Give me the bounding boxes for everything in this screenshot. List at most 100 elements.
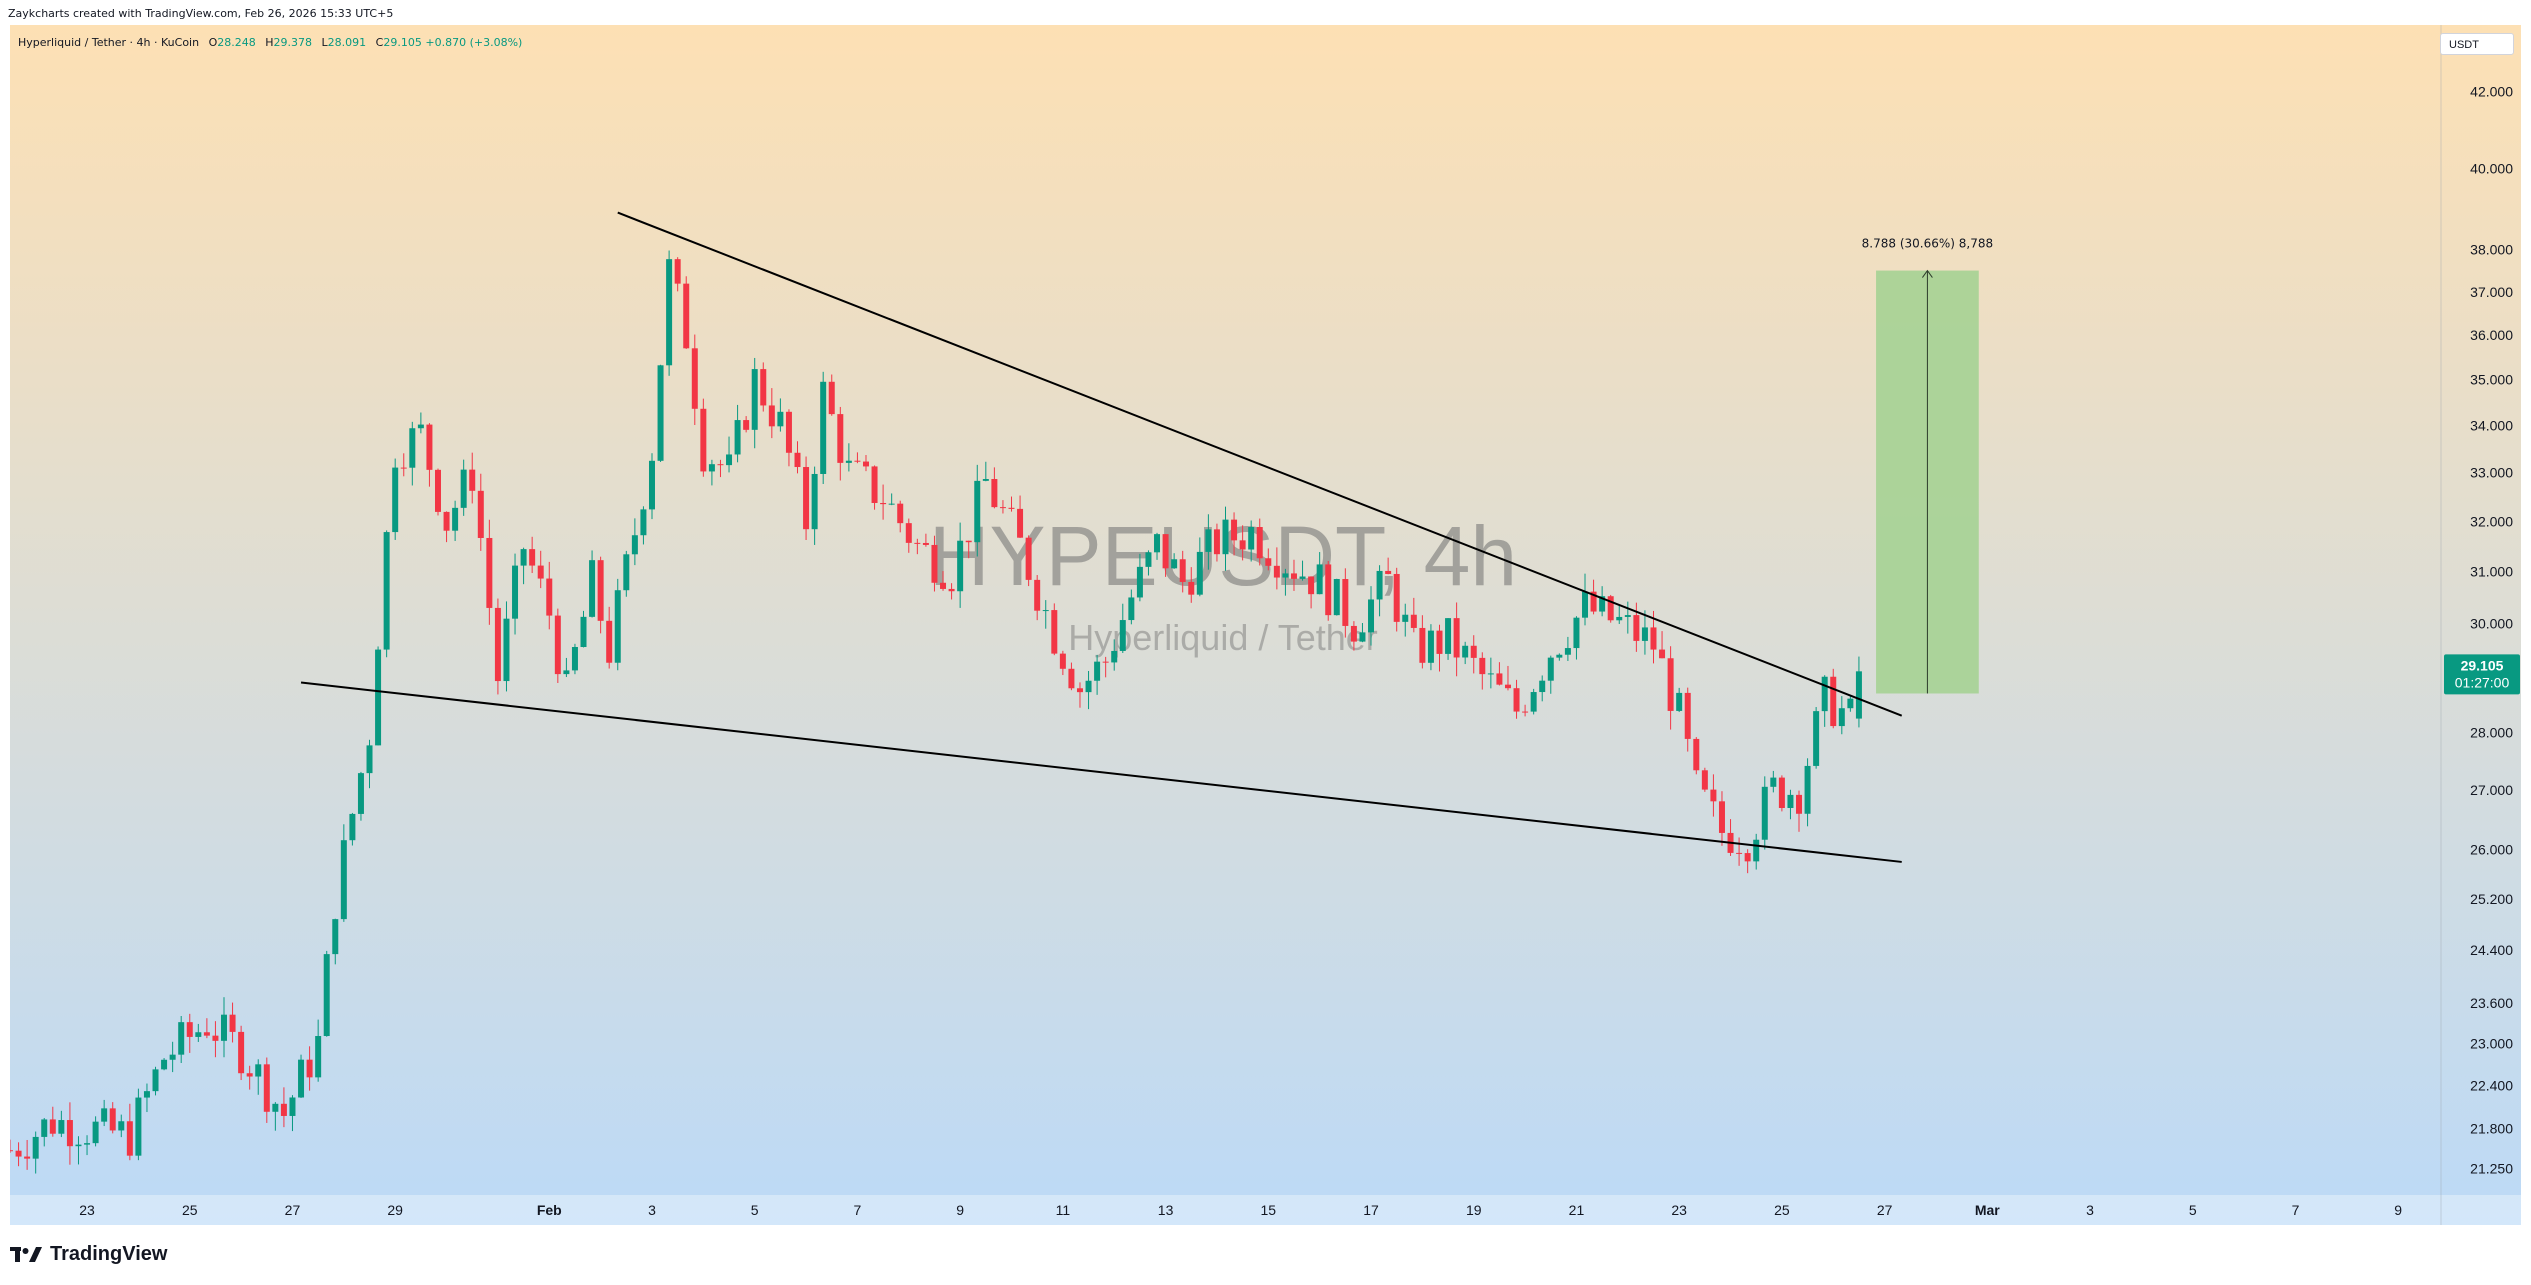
legend-change-value: +0.870 (+3.08%): [425, 36, 523, 49]
candle-down: [1102, 656, 1109, 678]
candle-down: [1744, 849, 1751, 874]
candle-body: [392, 467, 399, 533]
candle-down: [1385, 557, 1392, 575]
candle-down: [760, 362, 767, 412]
candle-body: [1804, 765, 1811, 814]
candle-up: [1821, 675, 1828, 727]
candle-down: [443, 511, 450, 543]
candle-up: [1616, 604, 1623, 624]
candle-up: [1128, 589, 1135, 625]
candle-body: [1402, 614, 1409, 622]
candle-up: [631, 518, 638, 566]
candle-up: [58, 1110, 65, 1138]
candle-up: [777, 398, 784, 432]
candle-down: [1410, 597, 1417, 633]
price-tick-label: 34.000: [2470, 418, 2513, 434]
price-tick-label: 33.000: [2470, 465, 2513, 481]
current-price-box: [2444, 654, 2520, 695]
attribution-text: Zaykcharts created with TradingView.com,…: [8, 7, 394, 20]
candle-up: [169, 1041, 176, 1073]
trendline-lower-support: [300, 681, 1902, 863]
candle-up: [614, 578, 621, 671]
candle-up: [1145, 550, 1152, 576]
candle-down: [862, 455, 869, 472]
candle-body: [674, 259, 681, 284]
candle-up: [1154, 532, 1161, 560]
candle-body: [1624, 615, 1631, 617]
candle-down: [1179, 550, 1186, 593]
candle-up: [1359, 623, 1366, 643]
candle-up: [1838, 696, 1845, 735]
candle-body: [1744, 853, 1751, 862]
chart-canvas[interactable]: HYPEUSDT, 4h Hyperliquid / Tether 8.788 …: [10, 25, 2521, 1225]
price-tick-label: 21.800: [2470, 1120, 2513, 1136]
candle-body: [238, 1031, 245, 1074]
candle-down: [948, 583, 955, 600]
time-tick-label: 11: [1056, 1202, 1071, 1218]
candle-down: [965, 540, 972, 559]
candle-down: [1076, 682, 1083, 708]
candle-body: [751, 369, 758, 430]
candle-body: [666, 259, 673, 366]
candle-body: [92, 1121, 99, 1144]
candle-up: [135, 1088, 142, 1161]
candle-body: [982, 479, 989, 481]
candle-body: [1693, 738, 1700, 771]
candle-body: [1342, 579, 1349, 626]
time-tick-label: 3: [2086, 1202, 2094, 1218]
candle-down: [434, 468, 441, 516]
candle-body: [708, 464, 715, 472]
candle-up: [92, 1116, 99, 1147]
candle-body: [1496, 673, 1503, 685]
candle-down: [871, 465, 878, 510]
candle-down: [1701, 767, 1708, 792]
candle-down: [1034, 575, 1041, 621]
candle-body: [820, 381, 827, 474]
time-tick-label: 25: [182, 1202, 198, 1218]
candle-up: [409, 421, 416, 486]
candle-down: [554, 608, 561, 683]
candle-down: [1231, 512, 1238, 556]
candle-down: [486, 519, 493, 625]
candle-down: [1453, 602, 1460, 677]
candle-down: [494, 598, 501, 695]
chart-pane[interactable]: HYPEUSDT, 4h Hyperliquid / Tether 8.788 …: [10, 25, 2521, 1225]
candle-body: [571, 647, 578, 671]
candle-body: [1539, 680, 1546, 693]
candle-body: [426, 424, 433, 470]
candle-body: [289, 1097, 296, 1116]
candle-body: [614, 590, 621, 663]
candle-body: [554, 615, 561, 675]
candle-body: [811, 473, 818, 530]
candle-up: [1316, 552, 1323, 595]
candle-body: [323, 954, 330, 1037]
candle-up: [332, 918, 339, 965]
candle-body: [888, 503, 895, 505]
candle-up: [357, 771, 364, 821]
candle-body: [537, 565, 544, 579]
candle-body: [606, 620, 613, 663]
candle-body: [1616, 616, 1623, 621]
candle-down: [1607, 594, 1614, 623]
currency-selector[interactable]: USDT: [2440, 33, 2514, 55]
candle-down: [1273, 547, 1280, 590]
tradingview-logo[interactable]: TradingView: [10, 1243, 167, 1266]
measure-arrow-head: [1922, 269, 1933, 278]
candle-body: [700, 408, 707, 472]
candle-up: [571, 643, 578, 675]
candle-up: [1556, 653, 1563, 661]
candle-body: [75, 1144, 82, 1147]
candle-up: [1402, 603, 1409, 637]
candle-body: [24, 1156, 31, 1159]
candle-up: [1547, 655, 1554, 694]
candle-body: [332, 919, 339, 955]
time-tick-label: 5: [2189, 1202, 2197, 1218]
candle-body: [49, 1119, 56, 1134]
candle-body: [1239, 540, 1246, 550]
candle-body: [589, 560, 596, 617]
candle-up: [1847, 695, 1854, 712]
candle-body: [1376, 570, 1383, 600]
candle-body: [1667, 658, 1674, 711]
candle-body: [1641, 627, 1648, 641]
time-tick-label: 7: [2292, 1202, 2300, 1218]
